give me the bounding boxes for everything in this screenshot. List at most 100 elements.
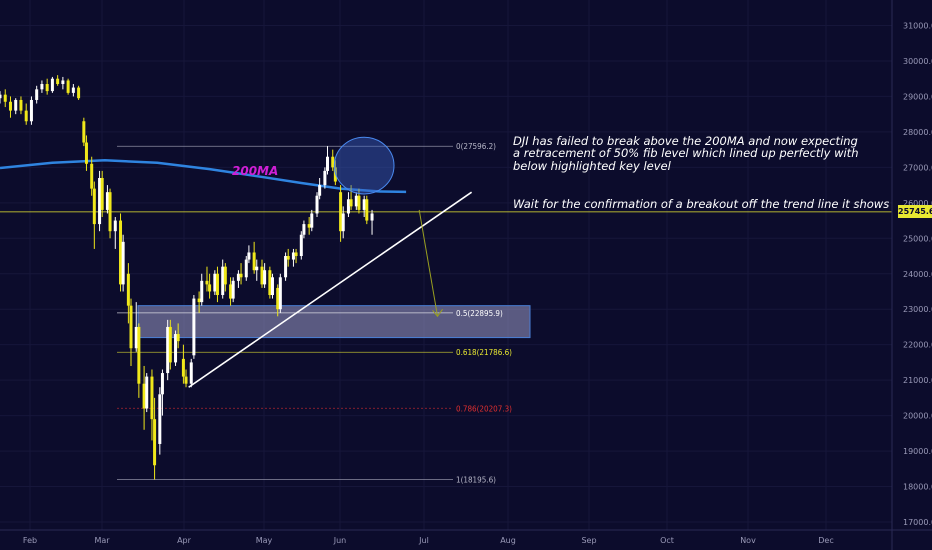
candle-body: [215, 273, 219, 296]
candle-body: [168, 326, 172, 363]
candle-body: [66, 80, 70, 93]
candle-body: [92, 188, 96, 225]
candle-body: [166, 326, 170, 374]
candle-body: [121, 241, 125, 285]
candle-body: [247, 252, 251, 260]
candle-body: [331, 156, 335, 168]
candle-body: [105, 192, 109, 210]
time-tick-label: Apr: [177, 536, 192, 545]
time-tick-label: Nov: [740, 536, 756, 545]
candle-body: [56, 78, 60, 85]
analysis-note-line-1: DJI has failed to break above the 200MA …: [513, 133, 859, 173]
time-tick-label: Jun: [333, 536, 347, 545]
candle-body: [35, 89, 39, 100]
time-tick-label: Oct: [660, 536, 674, 545]
price-tick-label: 27000.0: [903, 163, 932, 172]
projection-arrow: [418, 209, 439, 317]
candle-body: [134, 326, 138, 349]
candle-body: [310, 213, 314, 228]
candle-body: [98, 177, 102, 225]
candle-body: [307, 224, 311, 228]
candle-body: [137, 326, 141, 384]
candle-body: [284, 256, 288, 278]
candle-body: [362, 199, 366, 210]
time-tick-label: Feb: [23, 536, 37, 545]
price-tick-label: 22000.0: [903, 341, 932, 350]
projection-arrow-head: [432, 309, 443, 318]
time-tick-label: Jul: [418, 536, 429, 545]
price-tick-label: 17000.0: [903, 518, 932, 527]
candle-body: [61, 80, 65, 85]
fib-level-label: 0.618(21786.6): [456, 348, 512, 357]
candle-body: [184, 376, 188, 384]
candle-body: [252, 252, 256, 271]
candle-body: [24, 110, 28, 122]
analysis-note-line-2: Wait for the confirmation of a breakout …: [513, 196, 890, 211]
candle-body: [349, 199, 353, 207]
candle-body: [208, 284, 212, 292]
candle-body: [339, 192, 343, 232]
candle-body: [3, 94, 7, 102]
candle-body: [108, 192, 112, 232]
candle-body: [236, 273, 240, 281]
candle-body: [357, 195, 361, 210]
candle-body: [302, 224, 306, 235]
fib-layer: 0(27596.2) 0.5(22895.9) 0.618(21786.6) 0.78…: [0, 142, 892, 485]
candle-body: [223, 266, 227, 285]
candle-body: [200, 280, 204, 303]
key-level-zone: [137, 305, 531, 339]
candle-body: [354, 195, 358, 207]
candle-body: [19, 99, 23, 111]
highlight-circle: [333, 136, 395, 195]
price-tick-label: 24000.0: [903, 270, 932, 279]
candle-body: [0, 94, 2, 99]
drawings-layer: [188, 136, 473, 388]
candle-body: [14, 99, 18, 111]
candle-body: [158, 394, 162, 444]
candle-body: [365, 199, 369, 221]
time-tick-label: Mar: [94, 536, 110, 545]
candle-body: [263, 270, 267, 285]
candle-body: [370, 213, 374, 221]
trend-line: [188, 191, 473, 388]
candle-body: [174, 334, 178, 363]
candle-body: [145, 376, 149, 409]
current-price-tag: 25745.6: [898, 205, 932, 218]
candle-body: [113, 220, 117, 232]
candle-body: [341, 213, 345, 232]
candle-body: [318, 185, 322, 196]
price-tick-label: 30000.0: [903, 57, 932, 66]
candle-body: [8, 101, 12, 111]
fib-level-label: 0(27596.2): [456, 142, 496, 151]
candle-body: [197, 298, 201, 303]
price-tick-label: 23000.0: [903, 305, 932, 314]
candle-body: [181, 358, 185, 377]
analysis-note: DJI has failed to break above the 200MA …: [513, 122, 913, 236]
price-tick-label: 29000.0: [903, 92, 932, 101]
price-tick-label: 21000.0: [903, 376, 932, 385]
price-tick-label: 31000.0: [903, 22, 932, 31]
price-tick-label: 20000.0: [903, 412, 932, 421]
time-tick-label: Sep: [581, 536, 596, 545]
candle-body: [270, 277, 274, 296]
price-tick-label: 26000.0: [903, 199, 932, 208]
candle-body: [40, 84, 44, 90]
candle-body: [50, 78, 54, 92]
candle-body: [150, 376, 154, 420]
ma-layer: [0, 159, 407, 194]
candle-body: [192, 298, 196, 356]
candles-layer: [0, 75, 374, 480]
candle-body: [126, 273, 130, 306]
time-tick-label: Dec: [818, 536, 833, 545]
ma-200-line: [0, 159, 407, 194]
candle-body: [142, 383, 146, 409]
candle-body: [286, 256, 290, 260]
time-tick-label: May: [256, 536, 273, 545]
candle-body: [294, 252, 298, 257]
candle-body: [268, 270, 272, 296]
price-tick-label: 18000.0: [903, 483, 932, 492]
candle-body: [278, 277, 282, 310]
